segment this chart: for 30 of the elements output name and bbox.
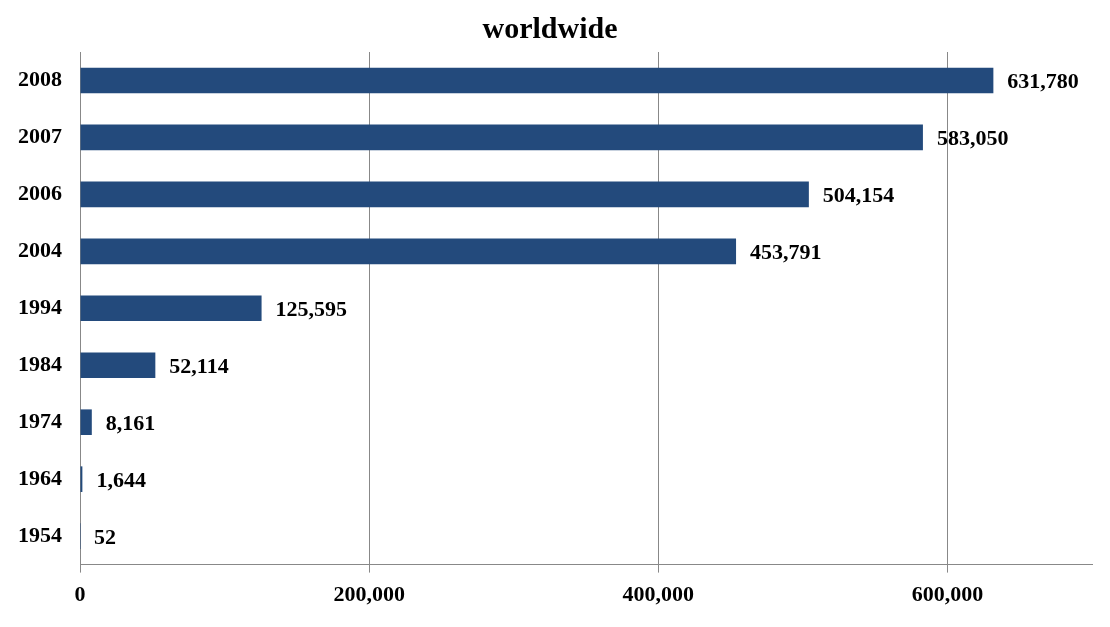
bar: [80, 352, 156, 379]
bar: [80, 238, 737, 265]
data-label: 125,595: [275, 295, 348, 321]
bar: [80, 295, 262, 322]
x-tick-label: 400,000: [622, 581, 695, 607]
data-label: 52: [94, 523, 117, 549]
data-label: 1,644: [96, 466, 146, 492]
x-tick-label: 0: [74, 581, 86, 607]
bar: [80, 409, 92, 436]
data-label: 8,161: [105, 409, 156, 435]
x-tick-label: 200,000: [333, 581, 405, 607]
data-label: 583,050: [936, 125, 1009, 151]
y-tick-label: 1974: [18, 407, 62, 433]
data-label: 504,154: [822, 182, 895, 208]
y-tick-label: 1964: [18, 464, 62, 490]
y-tick-label: 1984: [18, 350, 62, 376]
bar: [80, 181, 809, 208]
bar: [80, 124, 923, 151]
y-tick-label: 2006: [18, 180, 62, 206]
y-tick-label: 2004: [18, 237, 62, 263]
chart-title: worldwide: [482, 10, 618, 44]
data-label: 453,791: [750, 239, 822, 265]
data-label: 52,114: [169, 352, 229, 378]
y-tick-label: 1994: [18, 293, 62, 319]
y-tick-label: 1954: [18, 521, 62, 547]
y-tick-label: 2008: [18, 66, 62, 92]
x-tick-label: 600,000: [911, 581, 984, 607]
y-tick-label: 2007: [18, 123, 62, 149]
bar: [80, 67, 994, 94]
data-label: 631,780: [1007, 68, 1079, 94]
